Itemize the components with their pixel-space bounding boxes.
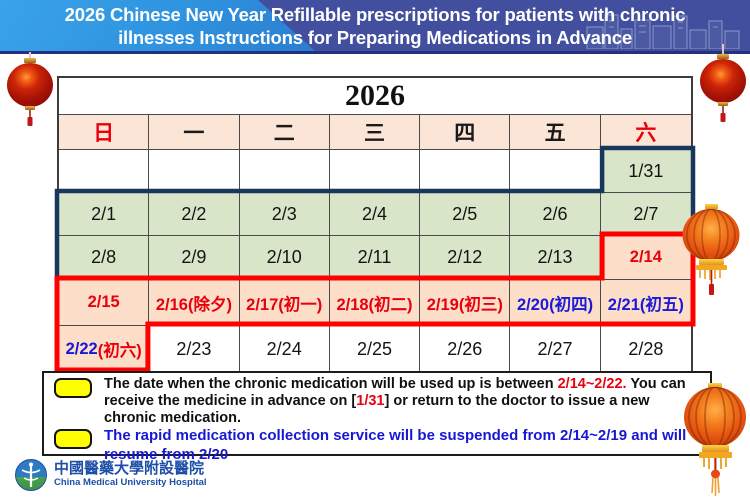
weekday-header-row: 日 一 二 三 四 五 六 [59,115,691,150]
calendar-cell: 2/2 [149,193,240,236]
calendar-cell: 2/11 [329,236,421,280]
calendar-year: 2026 [59,78,691,115]
weekday-sunday: 日 [59,115,150,149]
calendar-cell [239,150,330,193]
calendar-cell-holiday: 2/21(初五) [600,280,691,326]
calendar-cell: 2/13 [510,236,601,280]
calendar-cell: 2/25 [329,326,421,372]
banner-gradient-accent [0,0,315,51]
calendar-cell: 2/3 [239,193,330,236]
calendar-cell: 2/4 [329,193,421,236]
calendar-grid: 1/31 2/1 2/2 2/3 2/4 2/5 2/6 2/7 2/8 2/9… [59,150,691,372]
calendar-cell [149,150,240,193]
note-text: The rapid medication collection service … [104,427,687,463]
calendar-cell-holiday: 2/16(除夕) [149,280,240,326]
calendar-cell: 2/9 [149,236,240,280]
weekday-tuesday: 二 [240,115,330,149]
notes-panel: The date when the chronic medication wil… [42,371,712,463]
calendar-cell: 2/1 [59,193,150,236]
hospital-logo: 中國醫藥大學附設醫院 China Medical University Hosp… [14,458,207,492]
calendar-cell-holiday: 2/18(初二) [329,280,421,326]
calendar-cell: 2/6 [510,193,601,236]
calendar-cell: 2/12 [420,236,511,280]
calendar-cell-holiday: 2/17(初一) [239,280,330,326]
hospital-name-en: China Medical University Hospital [54,476,207,488]
weekday-friday: 五 [510,115,601,149]
weekday-monday: 一 [149,115,240,149]
note-item-chronic-medication: The date when the chronic medication wil… [54,376,702,427]
city-skyline-icon [586,14,740,49]
red-lantern-icon [700,44,746,122]
calendar-cell: 2/24 [239,326,330,372]
orange-lantern-icon [684,383,746,496]
calendar-cell: 2/5 [420,193,511,236]
yellow-highlight-box-icon [54,429,92,449]
calendar-cell-pickup-date: 1/31 [600,150,691,193]
calendar-table: 2026 日 一 二 三 四 五 六 1/31 2/1 2/2 2/3 2/4 … [57,76,693,374]
calendar-cell: 2/7 [600,193,691,236]
red-lantern-icon [7,52,53,126]
calendar-cell: 2/23 [149,326,240,372]
calendar-cell: 2/8 [59,236,150,280]
calendar-cell-holiday: 2/20(初四) [510,280,601,326]
orange-lantern-icon [682,204,740,295]
page-title: 2026 Chinese New Year Refillable prescri… [0,3,750,49]
header-banner: 2026 Chinese New Year Refillable prescri… [0,0,750,54]
note-text: The date when the chronic medication wil… [104,376,686,426]
hospital-name-zh: 中國醫藥大學附設醫院 [54,461,205,478]
weekday-wednesday: 三 [330,115,421,149]
calendar-cell-holiday: 2/14 [600,236,691,280]
calendar-cell [420,150,511,193]
calendar-cell-holiday: 2/22 (初六) [59,326,150,372]
calendar-cell-holiday: 2/19(初三) [420,280,511,326]
calendar-cell [510,150,601,193]
calendar-cell: 2/10 [239,236,330,280]
weekday-saturday: 六 [635,121,657,145]
calendar-cell: 2/27 [510,326,601,372]
note-item-rapid-collection: The rapid medication collection service … [54,427,702,464]
hospital-emblem-icon [15,459,47,491]
yellow-highlight-box-icon [54,378,92,398]
calendar-cell: 2/28 [600,326,691,372]
calendar-cell-holiday: 2/15 [59,280,150,326]
page-title-line2: illnesses Instructions for Preparing Med… [118,27,632,48]
calendar-cell [59,150,150,193]
calendar-cell [329,150,421,193]
calendar-cell: 2/26 [420,326,511,372]
page-title-line1: 2026 Chinese New Year Refillable prescri… [64,4,686,25]
weekday-thursday: 四 [420,115,511,149]
